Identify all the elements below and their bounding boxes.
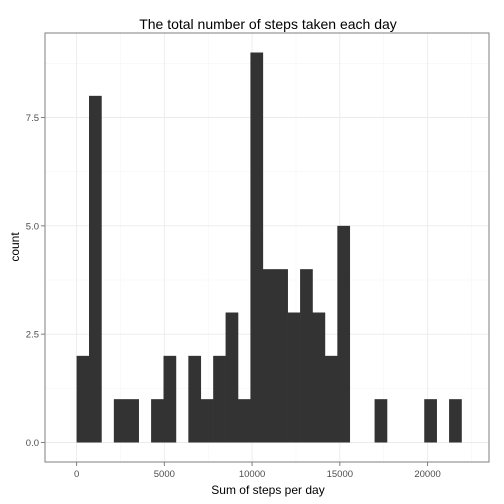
y-tick-label: 7.5 xyxy=(26,113,39,124)
histogram-bar xyxy=(375,399,388,442)
histogram-bar xyxy=(337,226,350,443)
histogram-bar xyxy=(449,399,462,442)
histogram-bar xyxy=(238,399,251,442)
y-tick-label: 0.0 xyxy=(26,438,39,449)
histogram-bar xyxy=(226,313,239,443)
histogram-bar xyxy=(275,269,288,442)
histogram-bar xyxy=(164,356,177,443)
histogram-bar xyxy=(213,356,226,443)
histogram-bar xyxy=(312,313,325,443)
histogram-bar xyxy=(114,399,127,442)
bars xyxy=(77,53,462,443)
y-axis-title: count xyxy=(8,232,22,262)
x-tick-label: 0 xyxy=(74,469,79,480)
histogram-bar xyxy=(288,313,301,443)
x-axis-title: Sum of steps per day xyxy=(211,483,324,497)
histogram-bar xyxy=(424,399,437,442)
y-tick-label: 2.5 xyxy=(26,330,39,341)
histogram-bar xyxy=(300,269,313,442)
x-axis-ticks: 0 5000 10000 15000 20000 xyxy=(74,462,441,480)
x-tick-label: 15000 xyxy=(327,469,353,480)
histogram-bar xyxy=(263,269,276,442)
x-tick-label: 10000 xyxy=(239,469,265,480)
y-tick-label: 5.0 xyxy=(26,221,39,232)
y-axis-ticks: 0.0 2.5 5.0 7.5 xyxy=(26,113,45,449)
chart-title: The total number of steps taken each day xyxy=(139,16,397,32)
x-tick-label: 20000 xyxy=(414,469,440,480)
histogram-bar xyxy=(126,399,139,442)
histogram-bar xyxy=(201,399,214,442)
histogram-bar xyxy=(77,356,90,443)
histogram-bar xyxy=(151,399,164,442)
x-tick-label: 5000 xyxy=(154,469,175,480)
histogram-bar xyxy=(250,53,263,443)
histogram-bar xyxy=(188,356,201,443)
histogram-bar xyxy=(89,96,102,443)
histogram-bar xyxy=(325,356,338,443)
